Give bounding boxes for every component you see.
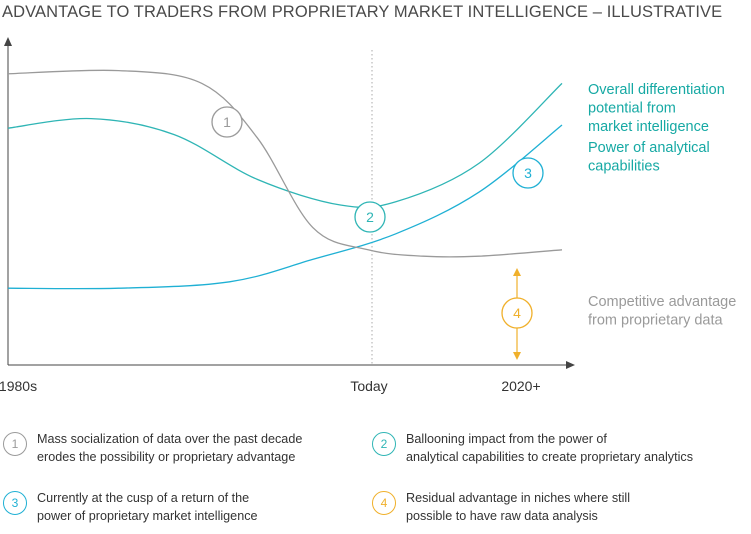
- marker-3-label: 3: [524, 165, 532, 181]
- series-label-1-line-3: market intelligence: [588, 119, 709, 135]
- series-line-3: [7, 69, 563, 258]
- series-label-2-line-2: capabilities: [588, 159, 660, 175]
- chart-markers: 1 2 3 4: [211, 106, 544, 360]
- marker-4-label: 4: [513, 305, 521, 321]
- legend-text-2: Ballooning impact from the power of analy…: [406, 432, 693, 464]
- series-label-3-line-2: from proprietary data: [588, 313, 724, 329]
- legend-item-1: 1 Mass socialization of data over the pa…: [3, 430, 302, 466]
- marker-1-label: 1: [223, 114, 231, 130]
- marker-4-circle: [501, 297, 533, 329]
- marker-2-label: 2: [366, 209, 374, 225]
- legend-badge-1: 1: [3, 432, 27, 456]
- legend-badge-2: 2: [372, 432, 396, 456]
- chart-area: 1 2 3 4 Overall differentiation potential fr…: [0, 37, 736, 394]
- legend-item-2: 2 Ballooning impact from the power of ana…: [372, 430, 693, 466]
- axes: [4, 37, 575, 369]
- legend-text-4: Residual advantage in niches where still…: [406, 491, 631, 523]
- y-axis-arrow: [4, 37, 12, 46]
- series-line-1: [7, 82, 563, 209]
- marker-3-circle: [512, 157, 544, 189]
- series-label-1-line-2: potential from: [588, 101, 676, 117]
- series-label-3-line-1: Competitive advantage: [588, 294, 736, 310]
- range-arrowhead-bottom: [513, 352, 521, 360]
- marker-1-circle: [211, 106, 243, 138]
- series-lines: [7, 69, 563, 290]
- x-axis-arrow: [566, 361, 575, 369]
- series-label-1-line-1: Overall differentiation: [588, 82, 725, 98]
- chart-title: ADVANTAGE TO TRADERS FROM PROPRIETARY MA…: [2, 3, 723, 21]
- legend-item-3: 3 Currently at the cusp of a return of t…: [3, 489, 258, 525]
- series-line-2: [7, 124, 563, 290]
- x-tick-labels: 1980s Today 2020+: [0, 378, 541, 394]
- legend-badge-3: 3: [3, 491, 27, 515]
- legend-text-1: Mass socialization of data over the past…: [37, 432, 303, 464]
- x-tick-label-2: Today: [350, 378, 387, 394]
- x-tick-label-3: 2020+: [501, 378, 540, 394]
- legend-item-4: 4 Residual advantage in niches where sti…: [372, 489, 630, 525]
- legend-text-3: Currently at the cusp of a return of the…: [37, 491, 258, 523]
- x-tick-label-1: 1980s: [0, 378, 37, 394]
- range-arrowhead-top: [513, 268, 521, 276]
- series-label-2-line-1: Power of analytical: [588, 140, 710, 156]
- marker-2-circle: [354, 201, 386, 233]
- series-labels: Overall differentiation potential from mar…: [588, 82, 736, 329]
- legend-badge-4: 4: [372, 491, 396, 515]
